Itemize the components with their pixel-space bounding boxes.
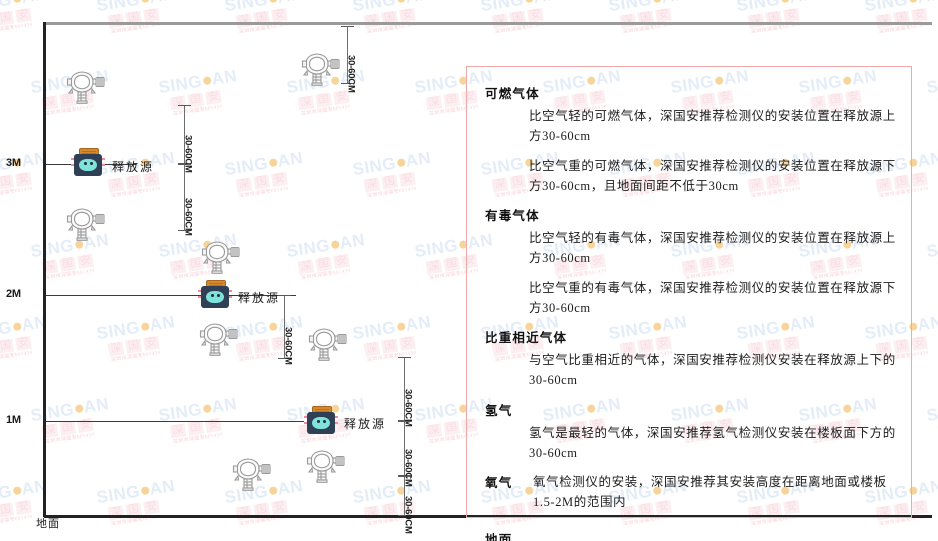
level-label-1m: 1M — [6, 414, 21, 426]
info-section: 地面检测仪地面间距，深国安推荐在30-60cm，且不得小于30cm，因为过低容易… — [485, 529, 897, 541]
release-source-label: 释放源 — [344, 417, 387, 431]
section-paragraph: 氢气是最轻的气体，深国安推荐氢气检测仪安装在楼板面下方的30-60cm — [529, 425, 896, 460]
gas-detector-icon — [63, 205, 109, 241]
section-heading: 氧气 — [485, 476, 513, 490]
info-section: 有毒气体比空气轻的有毒气体，深国安推荐检测仪的安装位置在释放源上方30-60cm… — [485, 205, 897, 318]
dimension-label: 30-60CM — [402, 496, 414, 534]
level-label-2m: 2M — [6, 288, 21, 300]
section-paragraph: 比空气重的可燃气体，深国安推荐检测仪的安装位置在释放源下方30-60cm，且地面… — [529, 158, 896, 193]
level-line-2m — [46, 295, 296, 296]
dimension-label: 30-60CM — [345, 55, 357, 93]
section-paragraph: 氧气检测仪的安装，深国安推荐其安装高度在距离地面或楼板1.5-2M的范围内 — [533, 475, 887, 510]
gas-release-source-icon — [198, 280, 232, 310]
section-paragraph: 比空气轻的有毒气体，深国安推荐检测仪的安装位置在释放源上方30-60cm — [529, 231, 896, 266]
info-section: 氧气 氧气检测仪的安装，深国安推荐其安装高度在距离地面或楼板1.5-2M的范围内 — [485, 472, 897, 513]
gas-release-source-icon — [304, 406, 338, 436]
info-panel-body: 可燃气体比空气轻的可燃气体，深国安推荐检测仪的安装位置在释放源上方30-60cm… — [467, 67, 911, 541]
gas-release-source-icon — [71, 148, 105, 178]
info-section: 可燃气体比空气轻的可燃气体，深国安推荐检测仪的安装位置在释放源上方30-60cm… — [485, 83, 897, 196]
gas-detector-icon — [196, 320, 242, 356]
info-panel: 可燃气体比空气轻的可燃气体，深国安推荐检测仪的安装位置在释放源上方30-60cm… — [466, 66, 912, 541]
gas-detector-icon — [198, 238, 244, 274]
info-section: 氢气氢气是最轻的气体，深国安推荐氢气检测仪安装在楼板面下方的30-60cm — [485, 400, 897, 464]
dimension-label: 30-60CM — [182, 197, 194, 236]
section-paragraph: 比空气重的有毒气体，深国安推荐检测仪的安装位置在释放源下方30-60cm — [529, 280, 896, 315]
ground-label: 地面 — [36, 518, 60, 530]
left-wall-axis — [43, 22, 46, 517]
section-paragraph: 比空气轻的可燃气体，深国安推荐检测仪的安装位置在释放源上方30-60cm — [529, 109, 896, 144]
info-section: 比重相近气体与空气比重相近的气体，深国安推荐检测仪安装在释放源上下的30-60c… — [485, 327, 897, 391]
dimension-label: 30-60CM — [282, 327, 294, 365]
ceiling-line — [44, 22, 932, 25]
section-heading: 可燃气体 — [485, 87, 540, 101]
gas-detector-icon — [303, 447, 349, 483]
gas-detector-icon — [298, 50, 344, 86]
level-label-3m: 3M — [6, 157, 21, 169]
floor-line — [44, 515, 932, 518]
section-paragraph: 与空气比重相近的气体，深国安推荐检测仪安装在释放源上下的30-60cm — [529, 353, 896, 388]
gas-detector-icon — [63, 68, 109, 104]
release-source-label: 释放源 — [238, 291, 281, 305]
gas-detector-icon — [305, 325, 351, 361]
section-heading: 有毒气体 — [485, 209, 540, 223]
section-heading: 比重相近气体 — [485, 331, 568, 345]
gas-detector-icon — [229, 455, 275, 491]
section-heading: 地面 — [485, 532, 513, 541]
release-source-label: 释放源 — [112, 160, 155, 174]
level-line-1m — [46, 421, 304, 422]
section-heading: 氢气 — [485, 403, 513, 418]
